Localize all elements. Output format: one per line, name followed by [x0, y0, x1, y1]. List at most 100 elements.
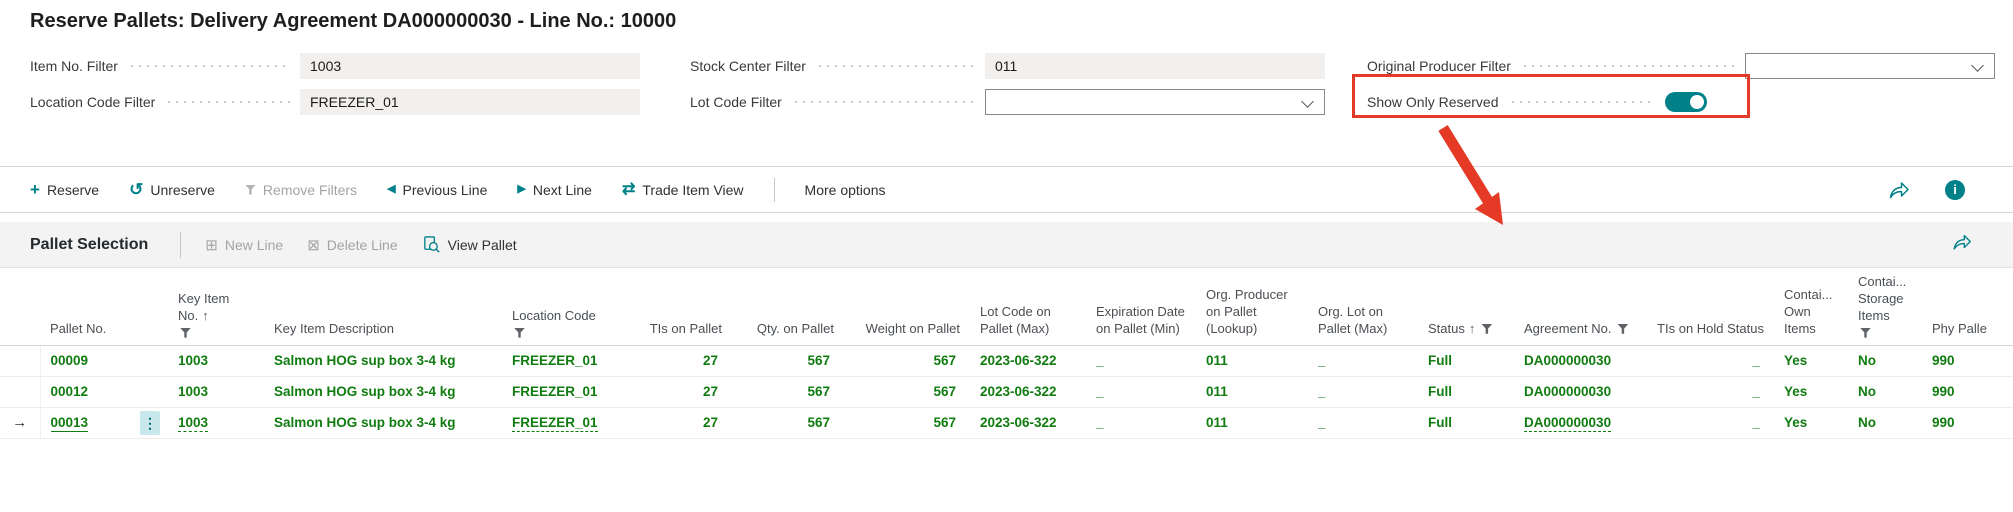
qty_on_pallet-cell[interactable]: 567: [732, 345, 844, 377]
stock-center-filter-input[interactable]: 011: [985, 53, 1325, 79]
show-only-reserved-label: Show Only Reserved: [1367, 94, 1499, 110]
pallet_no-cell[interactable]: 00013: [40, 407, 132, 439]
key_item_description-cell[interactable]: Salmon HOG sup box 3-4 kg: [264, 345, 502, 377]
row_menu-cell: [132, 345, 168, 377]
key_item_description-cell[interactable]: Salmon HOG sup box 3-4 kg: [264, 376, 502, 408]
agreement_no-cell[interactable]: DA000000030: [1514, 376, 1642, 408]
column-header-lot_code_on_pallet[interactable]: Lot Code on Pallet (Max): [970, 268, 1086, 346]
qty_on_pallet-cell[interactable]: 567: [732, 407, 844, 439]
next-line-button[interactable]: ▶ Next Line: [517, 182, 592, 198]
dotted-leader: [791, 101, 975, 103]
column-header-org_producer_on_pallet[interactable]: Org. Producer on Pallet (Lookup): [1196, 268, 1308, 346]
phys_pallet-cell[interactable]: 990: [1922, 407, 2013, 439]
show-only-reserved-toggle[interactable]: [1665, 92, 1707, 112]
column-header-expiration_date_on_pallet[interactable]: Expiration Date on Pallet (Min): [1086, 268, 1196, 346]
column-header-key_item_description[interactable]: Key Item Description: [264, 268, 502, 346]
reserve-button[interactable]: + Reserve: [30, 181, 99, 198]
container_storage_items-cell[interactable]: No: [1848, 345, 1922, 377]
lot_code_on_pallet-cell[interactable]: 2023-06-322: [970, 407, 1086, 439]
column-header-container_own_items[interactable]: Contai... Own Items: [1774, 268, 1848, 346]
location_code-cell[interactable]: FREEZER_01: [502, 407, 624, 439]
column-header-qty_on_pallet[interactable]: Qty. on Pallet: [732, 268, 844, 346]
tis_on_hold_status-cell[interactable]: _: [1642, 407, 1774, 439]
share-icon[interactable]: [1951, 231, 1973, 253]
trade-item-view-button[interactable]: ⇄ Trade Item View: [621, 180, 744, 198]
column-header-org_lot_on_pallet[interactable]: Org. Lot on Pallet (Max): [1308, 268, 1418, 346]
previous-line-button[interactable]: ◀ Previous Line: [387, 182, 487, 198]
location-code-filter-input[interactable]: FREEZER_01: [300, 89, 640, 115]
pallet-row[interactable]: 00012 1003 Salmon HOG sup box 3-4 kg FREEZE…: [0, 376, 2013, 408]
unreserve-button[interactable]: ↺ Unreserve: [129, 181, 215, 198]
chevron-down-icon[interactable]: [1301, 95, 1314, 108]
tis_on_pallet-cell[interactable]: 27: [624, 407, 732, 439]
expiration_date_on_pallet-cell[interactable]: _: [1086, 407, 1196, 439]
container_own_items-cell[interactable]: Yes: [1774, 345, 1848, 377]
pallet-row[interactable]: → 00013 ⋮ 1003 Salmon HOG sup box 3-4 kg FREE…: [0, 407, 2013, 439]
weight_on_pallet-cell[interactable]: 567: [844, 345, 970, 377]
lot_code_on_pallet-cell[interactable]: 2023-06-322: [970, 376, 1086, 408]
pallet_no-cell[interactable]: 00009: [40, 345, 132, 377]
org_producer_on_pallet-cell[interactable]: 011: [1196, 407, 1308, 439]
location_code-cell[interactable]: FREEZER_01: [502, 376, 624, 408]
dotted-leader: [1508, 101, 1655, 103]
location_code-cell[interactable]: FREEZER_01: [502, 345, 624, 377]
expiration_date_on_pallet-cell[interactable]: _: [1086, 376, 1196, 408]
phys_pallet-cell[interactable]: 990: [1922, 345, 2013, 377]
original-producer-filter-dropdown[interactable]: [1745, 53, 1995, 79]
pallet_no-cell[interactable]: 00012: [40, 376, 132, 408]
column-header-pallet_no[interactable]: Pallet No.: [40, 268, 132, 346]
org_producer_on_pallet-cell[interactable]: 011: [1196, 376, 1308, 408]
more-options-button[interactable]: More options: [805, 182, 886, 198]
container_own_items-cell[interactable]: Yes: [1774, 376, 1848, 408]
item-no-filter-input[interactable]: 1003: [300, 53, 640, 79]
org_lot_on_pallet-cell[interactable]: _: [1308, 345, 1418, 377]
pallet-row[interactable]: 00009 1003 Salmon HOG sup box 3-4 kg FREEZE…: [0, 345, 2013, 377]
key_item_no-cell[interactable]: 1003: [168, 376, 264, 408]
column-header-container_storage_items[interactable]: Contai... Storage Items: [1848, 268, 1922, 346]
tis_on_pallet-cell[interactable]: 27: [624, 376, 732, 408]
phys_pallet-cell[interactable]: 990: [1922, 376, 2013, 408]
chevron-down-icon[interactable]: [1971, 59, 1984, 72]
container_storage_items-cell[interactable]: No: [1848, 376, 1922, 408]
column-header-status[interactable]: Status ↑: [1418, 268, 1514, 346]
qty_on_pallet-cell[interactable]: 567: [732, 376, 844, 408]
org_producer_on_pallet-cell[interactable]: 011: [1196, 345, 1308, 377]
container_storage_items-cell[interactable]: No: [1848, 407, 1922, 439]
swap-arrows-icon: ⇄: [621, 180, 636, 198]
column-header-key_item_no[interactable]: Key Item No. ↑: [168, 268, 264, 346]
org_lot_on_pallet-cell[interactable]: _: [1308, 376, 1418, 408]
agreement_no-cell[interactable]: DA000000030: [1514, 407, 1642, 439]
column-header-agreement_no[interactable]: Agreement No.: [1514, 268, 1642, 346]
column-header-phys_pallet[interactable]: Phy Palle: [1922, 268, 2013, 346]
expiration_date_on_pallet-cell[interactable]: _: [1086, 345, 1196, 377]
column-header-location_code[interactable]: Location Code: [502, 268, 624, 346]
tis_on_hold_status-cell[interactable]: _: [1642, 376, 1774, 408]
status-cell[interactable]: Full: [1418, 345, 1514, 377]
row-context-menu-button[interactable]: ⋮: [140, 410, 160, 435]
info-icon[interactable]: i: [1945, 179, 1965, 200]
tis_on_hold_status-cell[interactable]: _: [1642, 345, 1774, 377]
view-pallet-button[interactable]: View Pallet: [422, 235, 517, 254]
status-cell[interactable]: Full: [1418, 376, 1514, 408]
delete-line-icon: ⊠: [307, 236, 320, 254]
status-cell[interactable]: Full: [1418, 407, 1514, 439]
column-header-tis_on_pallet[interactable]: TIs on Pallet: [624, 268, 732, 346]
magnifier-document-icon: [423, 236, 440, 253]
org_lot_on_pallet-cell[interactable]: _: [1308, 407, 1418, 439]
tis_on_pallet-cell[interactable]: 27: [624, 345, 732, 377]
triangle-right-icon: ▶: [517, 183, 526, 195]
filter-funnel-icon: [1617, 323, 1629, 334]
agreement_no-cell[interactable]: DA000000030: [1514, 345, 1642, 377]
column-header-weight_on_pallet[interactable]: Weight on Pallet: [844, 268, 970, 346]
key_item_no-cell[interactable]: 1003: [168, 407, 264, 439]
lot-code-filter-dropdown[interactable]: [985, 89, 1325, 115]
share-icon[interactable]: [1887, 178, 1911, 202]
key_item_no-cell[interactable]: 1003: [168, 345, 264, 377]
lot_code_on_pallet-cell[interactable]: 2023-06-322: [970, 345, 1086, 377]
weight_on_pallet-cell[interactable]: 567: [844, 407, 970, 439]
column-header-tis_on_hold_status[interactable]: TIs on Hold Status: [1642, 268, 1774, 346]
container_own_items-cell[interactable]: Yes: [1774, 407, 1848, 439]
key_item_description-cell[interactable]: Salmon HOG sup box 3-4 kg: [264, 407, 502, 439]
weight_on_pallet-cell[interactable]: 567: [844, 376, 970, 408]
reserve-label: Reserve: [46, 181, 100, 198]
